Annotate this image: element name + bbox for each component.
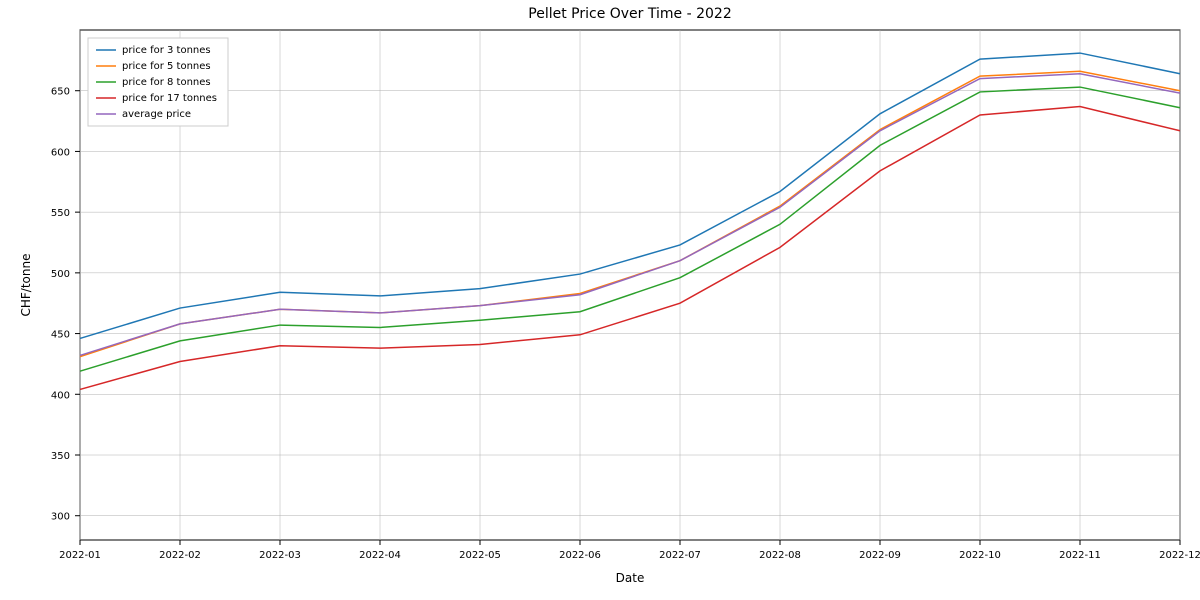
legend-label: price for 17 tonnes [122,93,217,104]
x-axis-label: Date [616,571,645,585]
x-tick-label: 2022-10 [959,550,1001,561]
legend-label: average price [122,109,191,120]
x-tick-label: 2022-03 [259,550,301,561]
y-tick-label: 550 [51,208,70,219]
y-axis-label: CHF/tonne [19,254,33,317]
y-tick-label: 450 [51,330,70,341]
y-tick-label: 400 [51,390,70,401]
x-tick-label: 2022-12 [1159,550,1200,561]
x-tick-label: 2022-07 [659,550,701,561]
x-tick-label: 2022-04 [359,550,401,561]
y-tick-label: 350 [51,451,70,462]
chart-container: 2022-01 2022-02 2022-03 2022-04 2022-05 2022-… [0,0,1200,600]
x-tick-label: 2022-05 [459,550,501,561]
x-tick-label: 2022-08 [759,550,801,561]
x-tick-label: 2022-02 [159,550,201,561]
y-tick-label: 300 [51,512,70,523]
line-chart-svg: 2022-01 2022-02 2022-03 2022-04 2022-05 2022-… [0,0,1200,600]
x-tick-label: 2022-06 [559,550,601,561]
x-tick-label: 2022-11 [1059,550,1101,561]
legend-label: price for 3 tonnes [122,45,211,56]
y-tick-label: 600 [51,147,70,158]
legend-label: price for 5 tonnes [122,61,211,72]
y-tick-label: 650 [51,87,70,98]
legend-label: price for 8 tonnes [122,77,211,88]
x-tick-label: 2022-01 [59,550,101,561]
y-tick-label: 500 [51,269,70,280]
x-tick-label: 2022-09 [859,550,901,561]
chart-title: Pellet Price Over Time - 2022 [528,6,731,22]
